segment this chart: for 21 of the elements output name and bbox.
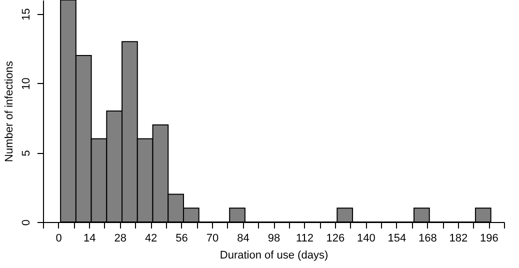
x-tick-label: 196 (480, 232, 498, 244)
x-tick-label: 28 (114, 232, 126, 244)
x-tick-label: 70 (206, 232, 219, 244)
x-tick-label: 0 (56, 232, 62, 244)
y-tick-label: 15 (20, 8, 32, 20)
x-tick-label: 14 (83, 232, 96, 244)
y-axis-title: Number of infections (4, 60, 16, 162)
x-tick-label: 140 (357, 232, 376, 244)
x-tick-label: 98 (268, 232, 280, 244)
x-tick-label: 84 (237, 232, 250, 244)
y-tick-label: 0 (20, 219, 32, 226)
x-tick-label: 168 (418, 232, 437, 244)
x-tick-label: 182 (449, 232, 468, 244)
x-tick-label: 56 (176, 232, 188, 244)
x-tick-label: 126 (326, 232, 345, 244)
x-tick-label: 154 (388, 232, 406, 244)
x-tick-label: 42 (144, 232, 158, 244)
x-tick-label: 112 (296, 232, 314, 244)
x-axis-title: Duration of use (days) (220, 250, 328, 262)
y-tick-label: 10 (20, 78, 32, 90)
y-tick-label: 5 (20, 150, 32, 156)
